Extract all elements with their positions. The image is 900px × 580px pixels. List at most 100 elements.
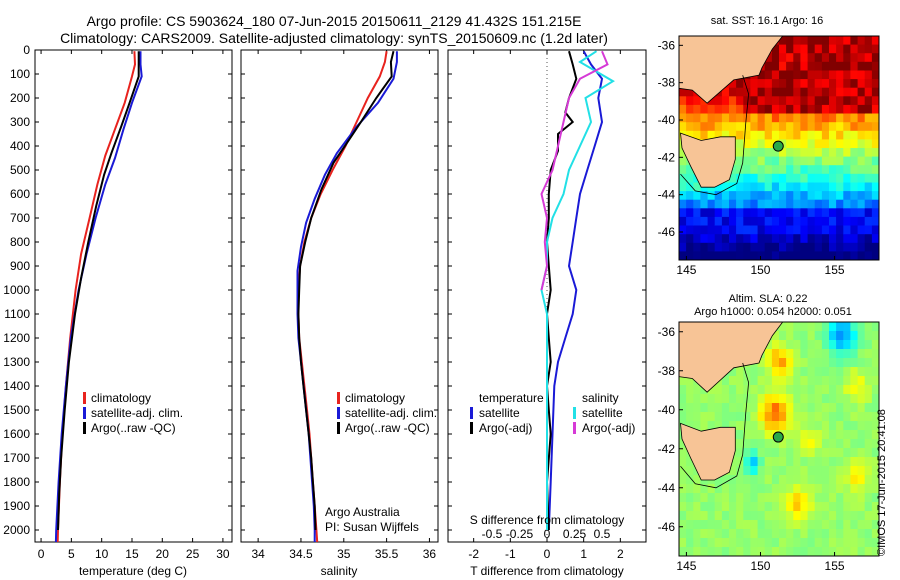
map-cell [750, 520, 759, 530]
map-cell [871, 529, 879, 539]
map-cell [764, 208, 773, 218]
map-cell [757, 182, 766, 192]
map-cell [821, 173, 830, 183]
map-cell [757, 242, 766, 252]
map-cell [814, 358, 823, 368]
map-cell [821, 139, 830, 149]
map-cell [679, 208, 687, 218]
map-cell [871, 376, 879, 386]
map-cell [800, 340, 809, 350]
map-cell [857, 87, 866, 97]
legend-label-satellite: satellite-adj. clim. [91, 406, 183, 420]
map-cell [871, 122, 879, 132]
map-cell [843, 520, 851, 530]
legend-label-satellite: satellite-adj. clim. [345, 406, 437, 420]
map-cell [807, 225, 816, 235]
map-cell [864, 79, 873, 89]
map-cell [693, 216, 701, 227]
map-cell [800, 493, 809, 503]
map-cell [850, 173, 859, 183]
map-cell [793, 208, 801, 218]
map-cell [686, 251, 694, 260]
map-cell [729, 242, 737, 252]
map-cell [729, 547, 737, 556]
map-cell [679, 412, 687, 422]
map-cell [814, 242, 823, 252]
map-cell [829, 70, 837, 80]
map-cell [793, 79, 801, 89]
map-cell [721, 403, 730, 413]
map-cell [864, 403, 873, 413]
map-cell [707, 421, 716, 431]
map-cell [729, 466, 737, 476]
map-cell [736, 191, 744, 201]
map-cell [771, 216, 780, 227]
map-cell [771, 130, 780, 140]
map-cell [807, 87, 816, 97]
map-cell [679, 242, 687, 252]
map-cell [836, 484, 844, 494]
map-cell [793, 358, 801, 368]
map-cell [814, 385, 823, 395]
x-tick-label: 15 [125, 547, 139, 561]
map-cell [679, 502, 687, 512]
map-cell [693, 412, 701, 422]
map-cell [743, 376, 751, 386]
map-cell [829, 182, 837, 192]
map-cell [736, 208, 744, 218]
map-cell [829, 104, 837, 115]
map-cell [793, 502, 801, 512]
map-cell [779, 421, 787, 431]
map-cell [771, 208, 780, 218]
map-cell [786, 475, 794, 485]
map-cell [786, 385, 794, 395]
x-tick-label-t: 1 [580, 547, 587, 561]
map-cell [821, 122, 830, 132]
map-cell [836, 376, 844, 386]
map-cell [771, 367, 780, 377]
map-raster [679, 36, 879, 260]
map-cell [800, 367, 809, 377]
map-cell [743, 234, 751, 244]
map-cell [850, 53, 859, 63]
map-cell [829, 403, 837, 413]
map-cell [729, 403, 737, 413]
map-cell [736, 122, 744, 132]
map-cell [850, 448, 859, 458]
map-cell [729, 457, 737, 467]
map-cell [871, 340, 879, 350]
map-cell [843, 148, 851, 158]
map-cell [814, 376, 823, 386]
map-cell [814, 511, 823, 521]
map-cell [764, 484, 773, 494]
map-cell [714, 234, 723, 244]
map-cell [857, 376, 866, 386]
map-cell [850, 234, 859, 244]
map-cell [829, 412, 837, 422]
map-cell [871, 70, 879, 80]
map-cell [743, 529, 751, 539]
map-cell [871, 520, 879, 530]
map-cell [736, 199, 744, 209]
map-cell [757, 538, 766, 548]
map-cell [743, 173, 751, 183]
map-cell [721, 376, 730, 386]
legend-swatch-argo [337, 422, 340, 434]
map-cell [750, 173, 759, 183]
map-cell [721, 104, 730, 115]
map-cell [871, 421, 879, 431]
map-cell [750, 547, 759, 556]
map-cell [800, 502, 809, 512]
map-cell [750, 484, 759, 494]
map-cell [771, 44, 780, 54]
map-cell [836, 191, 844, 201]
map-cell [793, 251, 801, 260]
map-cell [736, 484, 744, 494]
map-cell [814, 113, 823, 123]
sst-map-title: sat. SST: 16.1 Argo: 16 [711, 15, 824, 27]
map-cell [771, 96, 780, 106]
map-cell [800, 511, 809, 521]
map-cell [686, 493, 694, 503]
map-cell [864, 331, 873, 341]
y-tick-label: -38 [658, 364, 676, 378]
